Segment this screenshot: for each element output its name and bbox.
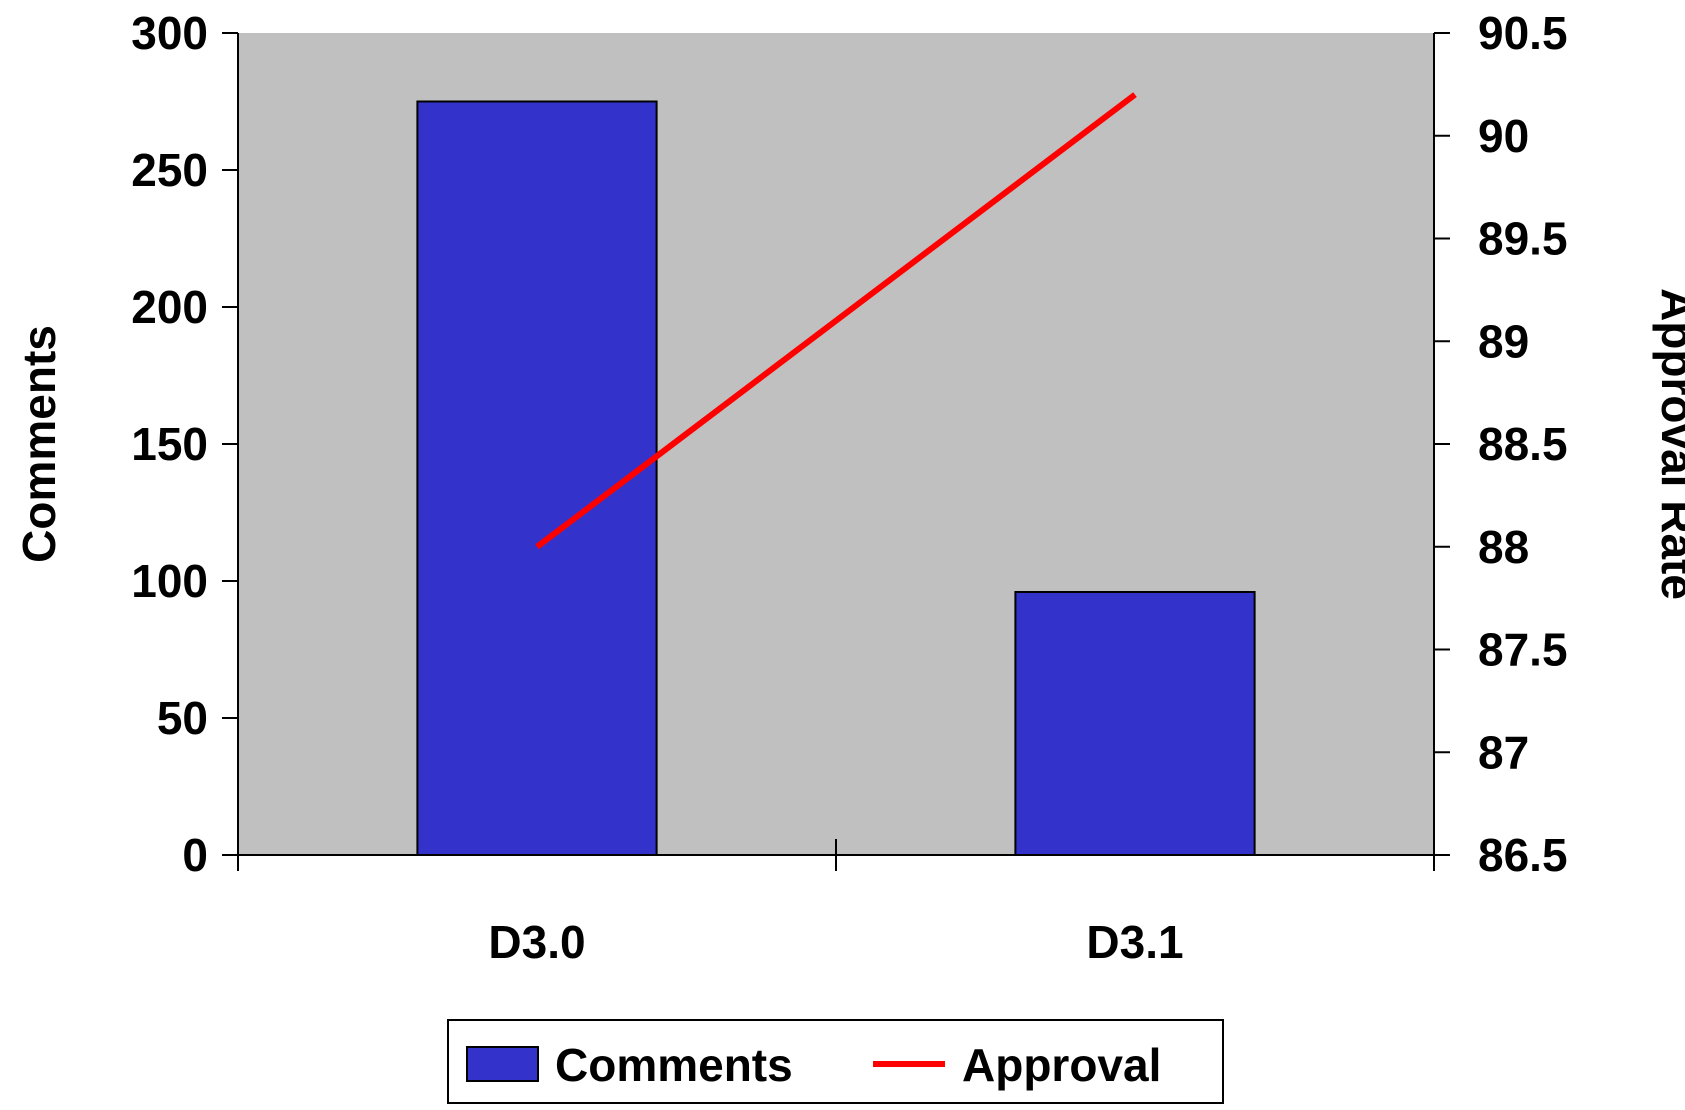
legend-label-comments: Comments bbox=[555, 1039, 793, 1091]
left-axis-title: Comments bbox=[13, 325, 65, 563]
legend-swatch-comments bbox=[466, 1046, 539, 1082]
legend: Comments Approval bbox=[447, 1019, 1224, 1104]
left-tick-label: 150 bbox=[131, 418, 208, 470]
category-labels: D3.0 D3.1 bbox=[488, 916, 1183, 968]
bar-d3-1 bbox=[1014, 591, 1256, 856]
right-tick-label: 88.5 bbox=[1478, 418, 1568, 470]
left-axis-ticks: 0 50 100 150 200 250 300 bbox=[131, 7, 238, 881]
left-tick-label: 0 bbox=[182, 829, 208, 881]
bar-series-comments bbox=[416, 100, 1256, 856]
category-label: D3.1 bbox=[1086, 916, 1183, 968]
right-tick-label: 89.5 bbox=[1478, 213, 1568, 265]
left-tick-label: 50 bbox=[157, 692, 208, 744]
left-tick-label: 200 bbox=[131, 281, 208, 333]
right-axis-title: Approval Rate bbox=[1652, 288, 1685, 600]
right-tick-label: 86.5 bbox=[1478, 829, 1568, 881]
axes bbox=[237, 33, 1435, 871]
left-tick-label: 300 bbox=[131, 7, 208, 59]
legend-box bbox=[447, 1019, 1224, 1104]
approval-line bbox=[535, 92, 1137, 550]
legend-label-approval: Approval bbox=[962, 1039, 1161, 1091]
right-tick-label: 90.5 bbox=[1478, 7, 1568, 59]
line-series-approval bbox=[535, 92, 1137, 550]
right-tick-label: 89 bbox=[1478, 315, 1529, 367]
right-tick-label: 90 bbox=[1478, 110, 1529, 162]
right-tick-label: 87.5 bbox=[1478, 624, 1568, 676]
bar-d3-0 bbox=[416, 100, 658, 856]
right-axis-ticks: 86.5 87 87.5 88 88.5 89 89.5 90 90.5 bbox=[1434, 7, 1568, 881]
right-tick-label: 87 bbox=[1478, 726, 1529, 778]
right-tick-label: 88 bbox=[1478, 521, 1529, 573]
category-label: D3.0 bbox=[488, 916, 585, 968]
left-tick-label: 100 bbox=[131, 555, 208, 607]
left-tick-label: 250 bbox=[131, 144, 208, 196]
